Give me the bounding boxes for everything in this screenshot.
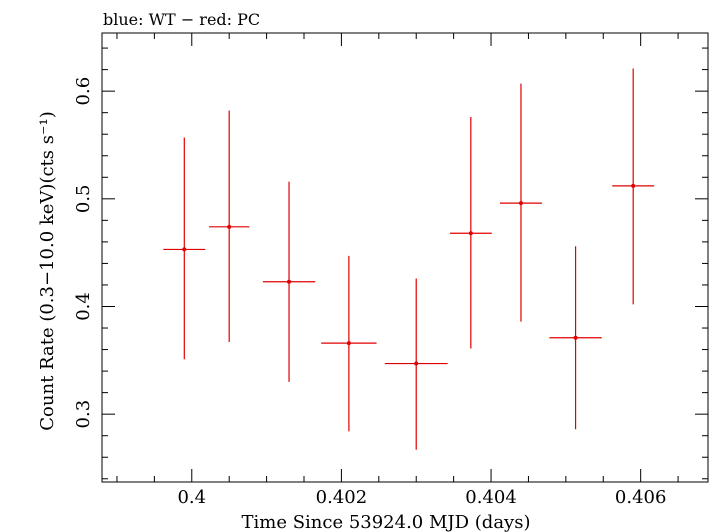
data-point [287,279,292,284]
data-point-group [262,181,316,382]
data-point [573,335,578,340]
data-point-group [449,116,492,349]
y-tick-label: 0.6 [73,77,94,106]
x-tick-label: 0.404 [465,487,517,508]
y-tick-label: 0.3 [73,400,94,429]
data-point-group [549,246,602,430]
x-tick-label: 0.4 [177,487,206,508]
y-axis-ticks: 0.3 0.4 0.5 0.6 [73,47,708,480]
data-point-group [384,278,448,450]
x-axis-ticks: 0.4 0.402 0.404 0.406 [116,33,679,508]
data-point-group [163,137,206,360]
data-point-group [500,83,542,322]
data-series [163,68,655,450]
data-point [518,201,523,206]
x-tick-label: 0.402 [316,487,368,508]
data-point [468,231,473,236]
data-point-group [321,255,377,432]
plot-frame [101,32,709,483]
y-axis-label: Count Rate (0.3−10.0 keV)(cts s⁻¹) [37,111,58,430]
data-point-group [612,68,655,305]
data-point [346,341,351,346]
data-point [227,224,232,229]
data-point [182,247,187,252]
y-tick-label: 0.4 [73,292,94,321]
data-point [631,183,636,188]
x-axis-label: Time Since 53924.0 MJD (days) [241,512,530,532]
data-point [414,361,419,366]
data-point-group [208,110,250,343]
x-tick-label: 0.406 [615,487,667,508]
y-tick-label: 0.5 [73,184,94,213]
chart-title: blue: WT − red: PC [103,10,260,29]
